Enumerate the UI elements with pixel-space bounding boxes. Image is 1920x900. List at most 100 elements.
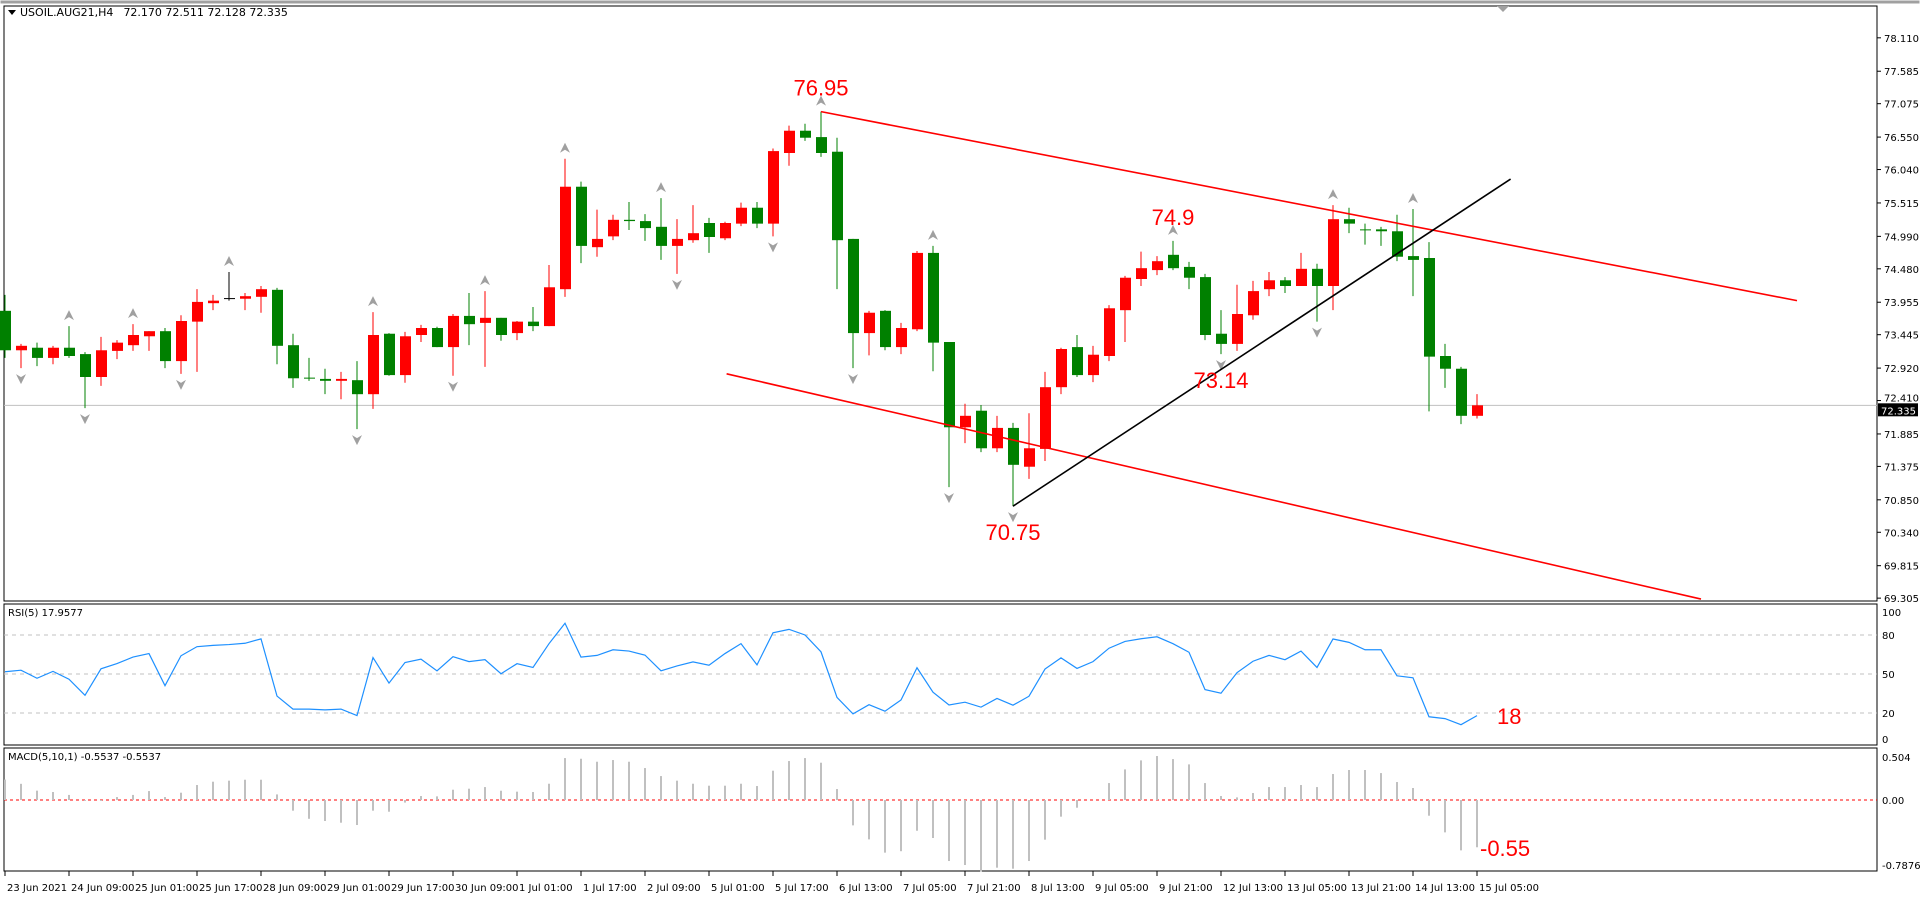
candle-body (480, 317, 491, 323)
price-tick-label: 71.885 (1884, 430, 1919, 441)
candle-body (1376, 229, 1387, 232)
price-tick-label: 72.410 (1884, 393, 1919, 404)
time-tick-label: 2 Jul 09:00 (647, 883, 701, 894)
time-tick-label: 28 Jun 09:00 (263, 883, 327, 894)
price-tick-label: 76.550 (1884, 133, 1919, 144)
top-border (0, 0, 1920, 4)
channel-upper-line (820, 110, 1798, 302)
candle-body (1040, 387, 1051, 449)
dropdown-triangle-icon[interactable] (8, 10, 16, 15)
candle-body (1344, 219, 1355, 224)
time-tick-label: 9 Jul 21:00 (1159, 883, 1213, 894)
candle-body (576, 186, 587, 246)
candle-body (48, 347, 59, 358)
price-annotation: 73.14 (1193, 368, 1248, 393)
time-tick-label: 9 Jul 05:00 (1095, 883, 1149, 894)
candle-body (784, 130, 795, 153)
time-tick-label: 8 Jul 13:00 (1031, 883, 1085, 894)
candle-body (208, 300, 219, 304)
time-tick-label: 29 Jun 01:00 (327, 883, 391, 894)
fractal-up-arrow-icon (64, 310, 74, 321)
trendline-line (1012, 178, 1512, 507)
candle-body (1456, 368, 1467, 416)
candle-body (224, 298, 235, 300)
rsi-line (4, 622, 1478, 726)
fractal-up-arrow-icon (1168, 224, 1178, 235)
time-tick-label: 24 Jun 09:00 (71, 883, 135, 894)
candle-body (1200, 277, 1211, 335)
candle-body (720, 223, 731, 239)
price-tick-label: 70.850 (1884, 496, 1919, 507)
macd-tick-label: 0.00 (1882, 796, 1904, 807)
time-tick-label: 25 Jun 01:00 (135, 883, 199, 894)
candle-body (1328, 219, 1339, 286)
candle-body (608, 219, 619, 237)
candle-body (544, 287, 555, 327)
candle-body (672, 238, 683, 246)
candle-body (896, 328, 907, 348)
fractal-down-arrow-icon (1216, 360, 1226, 371)
fractal-up-arrow-icon (560, 142, 570, 153)
candle-body (1296, 268, 1307, 286)
candle-body (400, 336, 411, 376)
price-tick-label: 74.990 (1884, 232, 1919, 243)
candle-body (816, 137, 827, 153)
fractal-down-arrow-icon (1008, 512, 1018, 523)
candle-body (688, 233, 699, 241)
current-price-label: 72.335 (1881, 406, 1916, 417)
fractal-up-arrow-icon (1328, 189, 1338, 200)
price-annotation: 74.9 (1152, 205, 1195, 230)
candle-body (448, 315, 459, 348)
fractal-down-arrow-icon (672, 279, 682, 290)
time-tick-label: 25 Jun 17:00 (199, 883, 263, 894)
candle-body (832, 151, 843, 241)
candle-body (288, 345, 299, 379)
candle-body (992, 427, 1003, 449)
candle-body (1408, 256, 1419, 260)
candle-body (704, 223, 715, 237)
candle-body (624, 219, 635, 222)
candle-body (496, 317, 507, 335)
macd-label: MACD(5,10,1) -0.5537 -0.5537 (8, 752, 162, 763)
candle-body (640, 221, 651, 229)
candle-body (1088, 354, 1099, 376)
fractal-down-arrow-icon (768, 242, 778, 253)
candle-body (1136, 268, 1147, 279)
candle-body (1312, 268, 1323, 286)
macd-tick-label: -0.7876 (1882, 861, 1920, 872)
rsi-tick-label: 100 (1882, 608, 1901, 619)
candle-body (368, 335, 379, 395)
candle-body (1152, 261, 1163, 271)
price-tick-label: 74.480 (1884, 265, 1919, 276)
candle-body (736, 207, 747, 224)
candle-body (96, 350, 107, 377)
candle-body (1072, 347, 1083, 376)
fractal-up-arrow-icon (224, 256, 234, 266)
candle-body (1280, 280, 1291, 286)
candle-body (960, 415, 971, 428)
time-tick-label: 7 Jul 21:00 (967, 883, 1021, 894)
candle-body (1472, 405, 1483, 416)
fractal-down-arrow-icon (448, 381, 458, 392)
time-tick-label: 5 Jul 01:00 (711, 883, 765, 894)
rsi-tick-label: 0 (1882, 735, 1888, 746)
candle-body (112, 342, 123, 351)
rsi-tick-label: 80 (1882, 631, 1895, 642)
candle-body (976, 410, 987, 449)
price-annotation: 70.75 (985, 520, 1040, 545)
candle-body (752, 207, 763, 224)
price-tick-label: 75.515 (1884, 199, 1919, 210)
candle-body (336, 378, 347, 381)
candle-body (128, 335, 139, 346)
candle-body (864, 312, 875, 334)
rsi-annotation: 18 (1497, 704, 1521, 729)
rsi-tick-label: 20 (1882, 709, 1895, 720)
candle-body (1184, 266, 1195, 278)
fractal-up-arrow-icon (480, 275, 490, 286)
fractal-down-arrow-icon (176, 379, 186, 390)
candle-body (32, 347, 43, 358)
candle-body (1360, 229, 1371, 231)
price-tick-label: 71.375 (1884, 462, 1919, 473)
